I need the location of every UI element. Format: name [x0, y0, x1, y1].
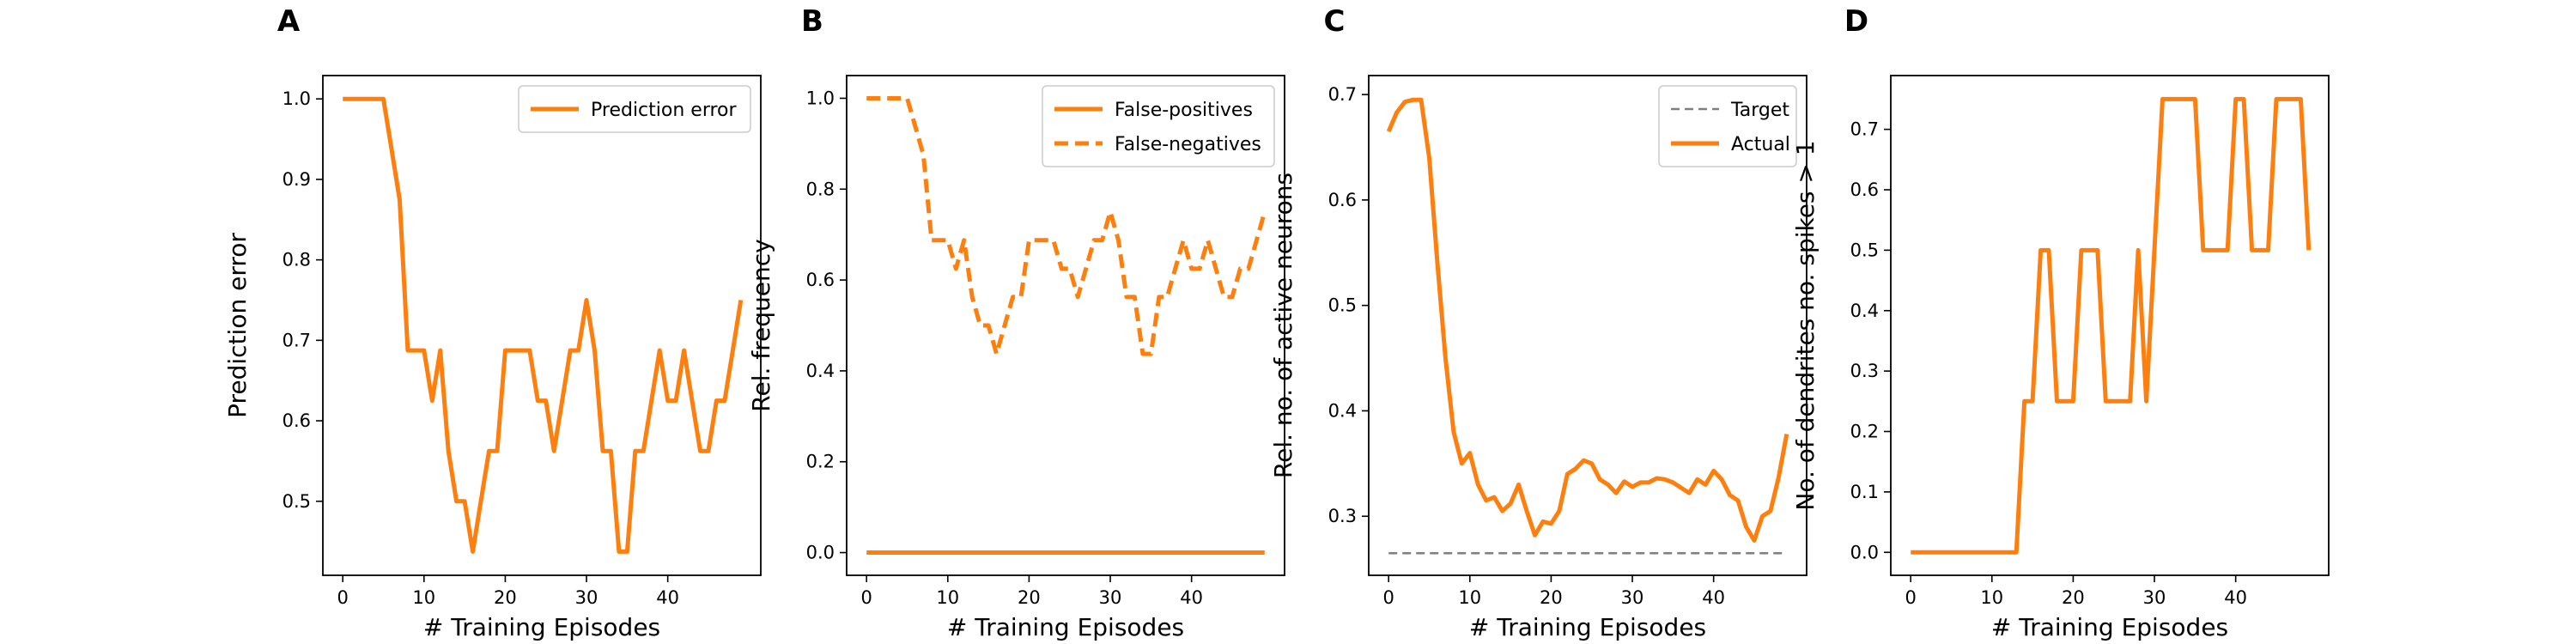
- panel-a: 0 10 20 30 40 0.5 0.6 0.7 0.8 0.9 1.0 # Training Ep…: [223, 4, 762, 641]
- x-tick-label: 40: [2224, 587, 2247, 608]
- series-line-1: [1386, 97, 1789, 543]
- y-tick-label: 0.9: [283, 169, 311, 190]
- x-tick-label: 20: [1018, 587, 1041, 608]
- legend-box: [1658, 85, 1797, 167]
- y-tick-label: 0.8: [806, 179, 835, 199]
- y-tick-label: 0.5: [283, 491, 311, 512]
- legend-label: False-positives: [1115, 100, 1253, 121]
- y-tick-label: 0.3: [1850, 361, 1879, 381]
- y-tick-label: 0.1: [1850, 482, 1879, 502]
- panel-b: 0 10 20 30 40 0.0 0.2 0.4 0.6 0.8 1.0 # Training Ep…: [747, 4, 1285, 641]
- x-axis-label: # Training Episodes: [1469, 613, 1706, 641]
- x-tick-label: 10: [1458, 587, 1481, 608]
- axes-frame: [1890, 75, 2330, 576]
- y-tick-label: 0.4: [1328, 400, 1357, 421]
- y-tick-label: 0.7: [1328, 84, 1357, 105]
- y-tick-label: 0.4: [1850, 301, 1879, 321]
- x-tick-label: 40: [656, 587, 679, 608]
- legend-box: [518, 85, 751, 133]
- y-tick-label: 0.0: [806, 543, 835, 563]
- y-tick-label: 0.2: [806, 452, 835, 472]
- y-tick-label: 0.8: [283, 250, 311, 270]
- y-tick-label: 0.2: [1850, 422, 1879, 442]
- y-axis-label: Rel. frequency: [747, 239, 775, 411]
- x-tick-label: 10: [936, 587, 959, 608]
- legend-label: Target: [1730, 100, 1789, 121]
- y-tick-label: 0.5: [1328, 295, 1357, 316]
- y-axis-label: Rel. no. of active neurons: [1269, 173, 1297, 478]
- y-tick-label: 1.0: [806, 88, 835, 108]
- legend-box: [1042, 85, 1275, 167]
- x-tick-label: 30: [1621, 587, 1644, 608]
- y-axis-label: No. of dendrites no. spikes > 1: [1791, 140, 1820, 510]
- y-tick-label: 0.6: [1328, 190, 1357, 210]
- y-axis-label: Prediction error: [223, 233, 252, 418]
- x-tick-label: 0: [860, 587, 872, 608]
- axes-frame: [846, 75, 1285, 576]
- y-tick-label: 0.6: [283, 410, 311, 431]
- x-tick-label: 30: [2143, 587, 2166, 608]
- axes-frame: [1368, 75, 1807, 576]
- y-tick-label: 0.7: [283, 330, 311, 350]
- y-tick-label: 1.0: [283, 88, 311, 109]
- x-tick-label: 40: [1702, 587, 1725, 608]
- legend: False-positives False-negatives: [1042, 85, 1275, 167]
- x-axis-label: # Training Episodes: [423, 613, 660, 641]
- axes-frame: [322, 75, 762, 576]
- x-tick-label: 30: [575, 587, 598, 608]
- legend-label: Prediction error: [591, 100, 737, 121]
- y-tick-label: 0.6: [806, 270, 835, 290]
- x-tick-label: 0: [1905, 587, 1916, 608]
- y-tick-label: 0.6: [1850, 179, 1879, 200]
- series-line-0: [343, 96, 744, 554]
- legend-label: False-negatives: [1115, 134, 1261, 155]
- x-tick-label: 20: [1540, 587, 1563, 608]
- panel-c: 0 10 20 30 40 0.3 0.4 0.5 0.6 0.7 # Training Episo…: [1269, 4, 1807, 641]
- x-tick-label: 10: [412, 587, 435, 608]
- panel-letter: D: [1844, 4, 1868, 39]
- y-tick-label: 0.5: [1850, 240, 1879, 260]
- y-tick-label: 0.7: [1850, 119, 1879, 140]
- panel-letter: B: [801, 4, 823, 39]
- legend-label: Actual: [1731, 134, 1790, 155]
- y-tick-label: 0.0: [1850, 542, 1879, 562]
- legend: Prediction error: [518, 85, 751, 133]
- x-tick-label: 0: [337, 587, 348, 608]
- x-tick-label: 30: [1099, 587, 1122, 608]
- x-axis-label: # Training Episodes: [947, 613, 1184, 641]
- x-axis-label: # Training Episodes: [1991, 613, 2228, 641]
- legend: Target Actual: [1658, 85, 1797, 167]
- series-line-0: [1911, 96, 2312, 555]
- panel-d: 0 10 20 30 40 0.0 0.1 0.2 0.3 0.4 0.5 0.6 0.7 # Train…: [1791, 4, 2330, 641]
- y-tick-label: 0.4: [806, 361, 835, 381]
- panel-letter: A: [277, 4, 301, 39]
- series-line-1: [866, 96, 1267, 356]
- x-tick-label: 10: [1980, 587, 2003, 608]
- panel-letter: C: [1324, 4, 1346, 39]
- x-tick-label: 0: [1382, 587, 1394, 608]
- x-tick-label: 40: [1180, 587, 1203, 608]
- x-tick-label: 20: [494, 587, 517, 608]
- x-tick-label: 20: [2062, 587, 2085, 608]
- y-tick-label: 0.3: [1328, 506, 1357, 526]
